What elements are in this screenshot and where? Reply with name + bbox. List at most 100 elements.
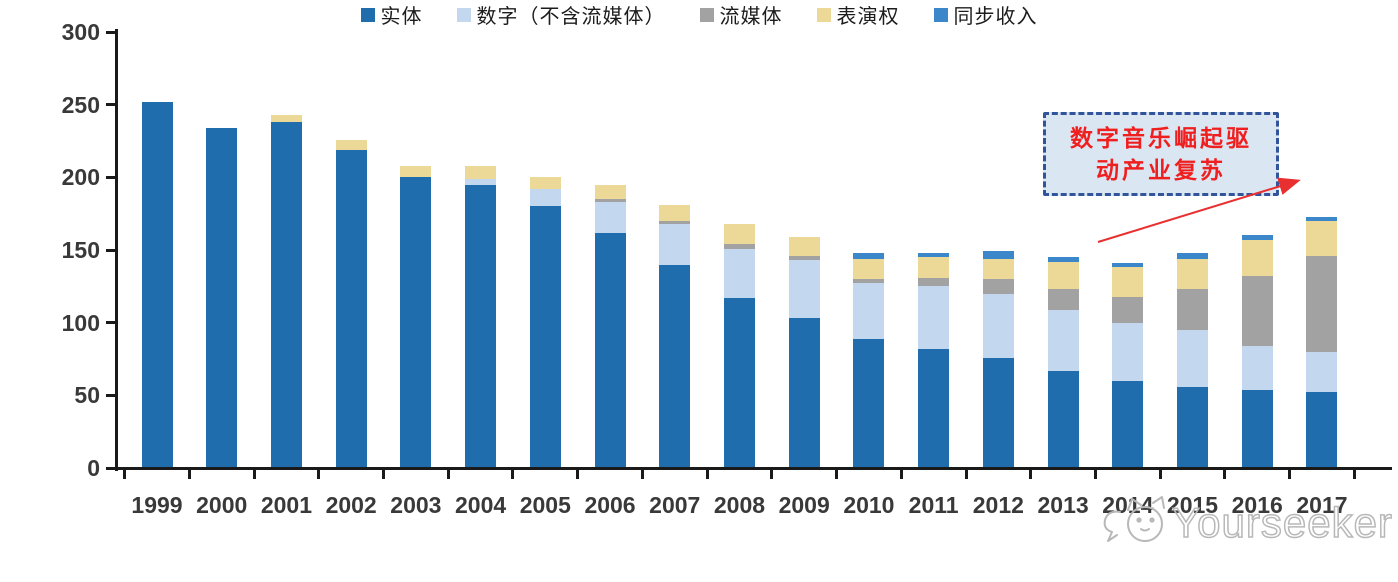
legend-item-streaming: 流媒体: [699, 0, 783, 29]
bar-segment-streaming-2007: [659, 220, 691, 224]
bar-segment-streaming-2014: [1112, 296, 1144, 323]
bar-segment-sync-revenue-2012: [982, 251, 1014, 259]
bar-segment-digital-ex-streaming-2009: [788, 260, 820, 319]
x-axis-label-2004: 2004: [455, 492, 507, 518]
bar-segment-streaming-2016: [1241, 276, 1273, 346]
x-axis-tick-14: [1029, 470, 1033, 479]
bar-segment-sync-revenue-2013: [1047, 257, 1079, 262]
bar-segment-physical-2005: [529, 206, 561, 468]
bar-segment-digital-ex-streaming-2008: [723, 248, 755, 298]
bar-segment-streaming-2015: [1177, 289, 1209, 330]
bar-segment-streaming-2008: [723, 244, 755, 249]
bar-segment-streaming-2011: [918, 277, 950, 287]
x-axis-tick-18: [1288, 470, 1292, 479]
bar-segment-digital-ex-streaming-2005: [529, 188, 561, 207]
bar-segment-streaming-2006: [594, 199, 626, 203]
bar-segment-performance-rights-2005: [529, 177, 561, 189]
x-axis-label-2003: 2003: [390, 492, 442, 518]
bar-segment-performance-rights-2008: [723, 223, 755, 245]
x-axis-tick-7: [576, 470, 580, 479]
legend-swatch-physical: [360, 7, 375, 22]
bar-segment-physical-2014: [1112, 380, 1144, 468]
annotation-callout: 数字音乐崛起驱 动产业复苏: [1043, 112, 1279, 196]
x-axis-label-1999: 1999: [131, 492, 183, 518]
legend-swatch-streaming: [699, 7, 714, 22]
bar-segment-physical-2016: [1241, 389, 1273, 468]
x-axis-tick-8: [640, 470, 644, 479]
bar-segment-digital-ex-streaming-2004: [465, 178, 497, 185]
x-axis-tick-9: [705, 470, 709, 479]
bar-segment-physical-2006: [594, 232, 626, 468]
x-axis-tick-6: [511, 470, 515, 479]
y-axis-tick-150: [106, 248, 115, 252]
y-axis-tick-200: [106, 175, 115, 179]
x-axis-tick-17: [1223, 470, 1227, 479]
x-axis-label-2005: 2005: [519, 492, 571, 518]
bar-segment-performance-rights-2006: [594, 184, 626, 200]
legend-item-physical: 实体: [360, 0, 423, 29]
bar-segment-physical-2000: [206, 127, 238, 468]
annotation-text-line2: 动产业复苏: [1096, 157, 1226, 183]
x-axis-label-2010: 2010: [843, 492, 895, 518]
y-axis-label-50: 50: [74, 382, 100, 409]
bar-segment-performance-rights-2002: [335, 139, 367, 150]
bar-segment-streaming-2010: [853, 279, 885, 284]
bar-segment-performance-rights-2007: [659, 204, 691, 221]
bar-segment-physical-2017: [1306, 392, 1338, 468]
bar-segment-streaming-2013: [1047, 289, 1079, 310]
legend-swatch-performance-rights: [816, 7, 831, 22]
bar-segment-digital-ex-streaming-2010: [853, 283, 885, 339]
legend-label-performance-rights: 表演权: [836, 6, 900, 28]
y-axis-tick-0: [106, 466, 115, 470]
bar-segment-digital-ex-streaming-2006: [594, 202, 626, 233]
bar-segment-physical-1999: [141, 101, 173, 468]
bar-segment-physical-2007: [659, 264, 691, 468]
bar-segment-physical-2010: [853, 338, 885, 468]
y-axis-label-100: 100: [61, 309, 100, 336]
bar-segment-physical-2013: [1047, 370, 1079, 468]
y-axis-label-300: 300: [61, 19, 100, 45]
y-axis-label-150: 150: [61, 237, 100, 263]
bar-segment-digital-ex-streaming-2014: [1112, 322, 1144, 381]
bar-segment-digital-ex-streaming-2011: [918, 286, 950, 349]
bar-segment-physical-2004: [465, 184, 497, 468]
x-axis-tick-0: [123, 470, 127, 479]
bar-segment-physical-2008: [723, 297, 755, 468]
x-axis-tick-15: [1093, 470, 1097, 479]
bar-segment-physical-2009: [788, 318, 820, 468]
legend-item-performance-rights: 表演权: [816, 0, 900, 29]
x-axis-label-2009: 2009: [778, 492, 830, 518]
x-axis-label-2008: 2008: [713, 492, 766, 518]
x-axis-tick-5: [446, 470, 450, 479]
x-axis-label-2011: 2011: [908, 492, 959, 518]
x-axis-tick-12: [899, 470, 903, 479]
bar-segment-sync-revenue-2015: [1177, 252, 1209, 259]
y-axis-tick-300: [106, 30, 115, 34]
bar-segment-performance-rights-2013: [1047, 261, 1079, 290]
chart-legend: 实体 数字（不含流媒体） 流媒体 表演权 同步收入: [0, 0, 1398, 29]
x-axis-tick-10: [770, 470, 774, 479]
x-axis-tick-13: [964, 470, 968, 479]
x-axis-label-2017: 2017: [1296, 492, 1348, 518]
legend-label-physical: 实体: [380, 6, 423, 28]
bar-segment-performance-rights-2001: [270, 114, 302, 123]
bar-segment-physical-2001: [270, 122, 302, 468]
bar-segment-sync-revenue-2014: [1112, 263, 1144, 268]
legend-swatch-digital-ex-streaming: [456, 7, 471, 22]
x-axis-tick-11: [835, 470, 839, 479]
x-axis-label-2006: 2006: [584, 492, 636, 518]
bar-segment-performance-rights-2009: [788, 236, 820, 256]
y-axis-label-200: 200: [61, 164, 100, 191]
bar-segment-performance-rights-2010: [853, 258, 885, 280]
x-axis-label-2014: 2014: [1102, 492, 1154, 518]
legend-item-sync-revenue: 同步收入: [933, 0, 1038, 29]
x-axis-line: [115, 467, 1392, 470]
x-axis-label-2007: 2007: [649, 492, 701, 518]
bar-segment-performance-rights-2017: [1306, 220, 1338, 256]
y-axis-tick-50: [106, 393, 115, 397]
x-axis-tick-16: [1158, 470, 1162, 479]
legend-label-streaming: 流媒体: [719, 6, 783, 28]
bar-segment-physical-2002: [335, 149, 367, 468]
bar-segment-streaming-2012: [982, 279, 1014, 294]
